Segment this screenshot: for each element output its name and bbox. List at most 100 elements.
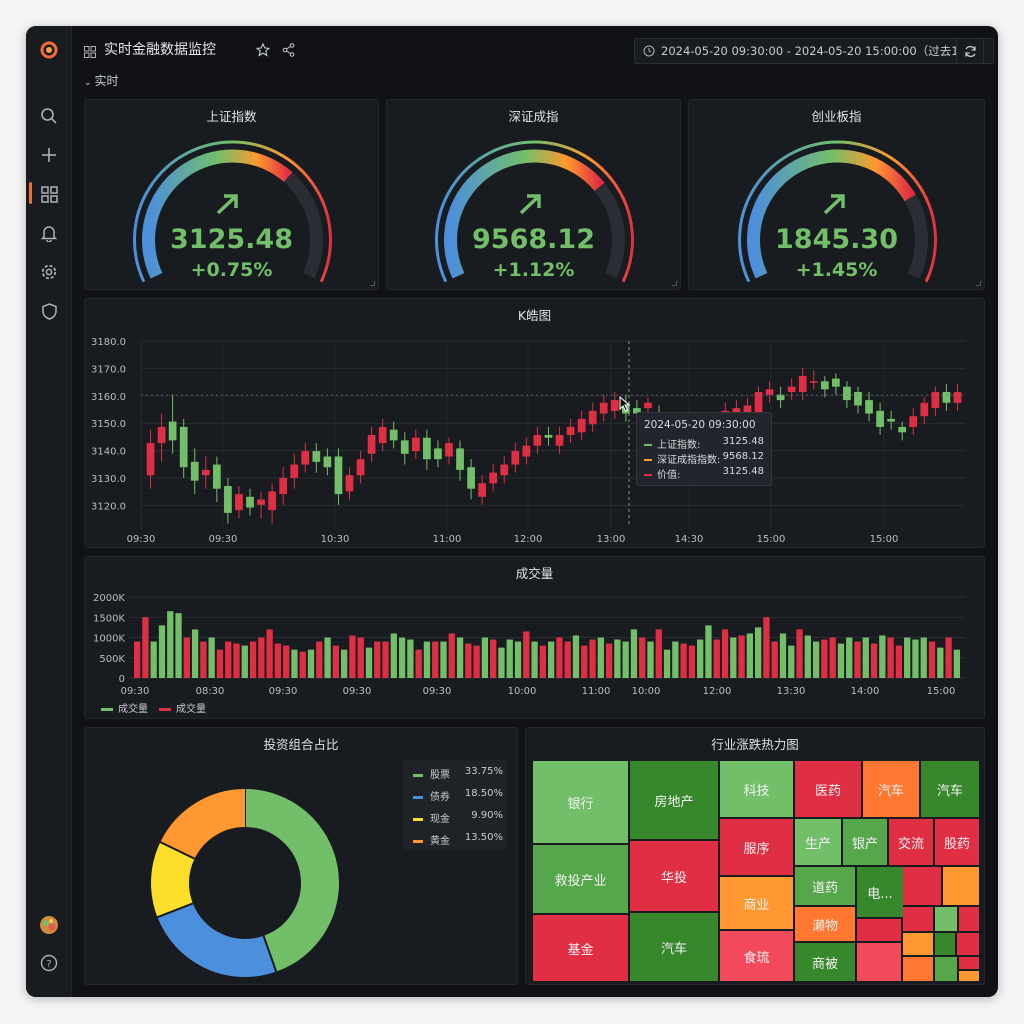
legend-item[interactable]: 成交量 (101, 700, 148, 715)
gauge-panel-chinext[interactable]: 创业板指 1845.30 +1.45% (688, 99, 985, 290)
heatmap-cell[interactable] (957, 933, 979, 955)
bell-icon[interactable] (37, 221, 61, 245)
gauge-change: +1.12% (492, 259, 575, 281)
heatmap-cell[interactable]: 房地产 (630, 761, 718, 839)
gauge-threshold-arc (738, 140, 937, 283)
heatmap-cell[interactable] (959, 957, 979, 969)
gear-icon[interactable] (37, 260, 61, 284)
candle-body (423, 437, 431, 460)
heatmap-cell[interactable]: 救投产业 (533, 845, 628, 913)
donut-slice[interactable] (244, 789, 339, 972)
heatmap-cell[interactable] (935, 933, 955, 955)
heatmap-cell[interactable]: 商业 (720, 877, 793, 929)
donut-slice[interactable] (151, 842, 195, 918)
volume-bar (324, 637, 331, 678)
plus-icon[interactable] (37, 143, 61, 167)
donut-slice[interactable] (160, 789, 246, 860)
heatmap-cell[interactable]: 生产 (795, 819, 841, 865)
heatmap-cell[interactable] (903, 907, 933, 931)
row-header-realtime[interactable]: ⌄ 实时 (84, 72, 119, 89)
heatmap-cell[interactable] (943, 867, 979, 905)
candlestick-chart[interactable]: 3180.0 3170.0 3160.0 3150.0 3140.0 3130.0 3120… (85, 299, 986, 549)
heatmap-cell[interactable] (935, 907, 957, 931)
candle-body (787, 386, 796, 393)
dashboard-title[interactable]: 实时金融数据监控 (104, 42, 216, 58)
help-icon[interactable]: ? (37, 951, 61, 975)
heatmap-cell[interactable] (903, 957, 933, 981)
volume-bar (407, 639, 414, 678)
portfolio-pie-panel[interactable]: 投资组合占比 股票 33.75% 债券 18.50% 现金 9.90% 黄金 13.50… (84, 727, 518, 985)
resize-handle[interactable] (370, 281, 375, 286)
donut-chart[interactable] (85, 728, 519, 986)
candle-body (290, 464, 299, 478)
heatmap-cell[interactable] (935, 957, 957, 981)
resize-handle[interactable] (976, 281, 981, 286)
grafana-logo-icon[interactable] (37, 38, 61, 62)
heatmap-cell[interactable]: 股药 (935, 819, 979, 865)
candle-body (566, 426, 575, 435)
gauge-threshold-arc (133, 140, 332, 283)
legend-item[interactable]: 股票 33.75% (413, 766, 503, 781)
heatmap-cell[interactable] (959, 971, 979, 981)
candle-body (500, 464, 509, 476)
heatmap-cell[interactable]: 基金 (533, 915, 628, 981)
heatmap-cell[interactable]: 汽车 (863, 761, 919, 817)
y-tick-label: 2000K (93, 593, 125, 604)
heatmap-cell[interactable] (903, 867, 941, 905)
volume-panel[interactable]: 成交量 2000K 1500K 1000K 500K 0 09:30 08:30 09:30 0… (84, 556, 985, 719)
legend-item[interactable]: 黄金 13.50% (413, 832, 503, 847)
heatmap-cell[interactable]: 银行 (533, 761, 628, 843)
industry-heatmap-panel[interactable]: 行业涨跌热力图 银行 救投产业 基金 房地产 华投 汽车 科技 服序 商业 食琉 医药 汽车 汽车 生产银… (525, 727, 985, 985)
heatmap-cell[interactable]: 商被 (795, 943, 855, 981)
volume-bar (398, 637, 406, 678)
heatmap-cell[interactable]: 电... (857, 867, 903, 917)
refresh-button[interactable] (956, 38, 984, 64)
candle-body (279, 477, 288, 495)
candle-body (345, 475, 354, 492)
svg-text:?: ? (46, 959, 51, 970)
heatmap-cell[interactable]: 华投 (630, 841, 718, 911)
heatmap-cell[interactable]: 银产 (843, 819, 887, 865)
avatar[interactable] (37, 913, 61, 937)
gauge-chart (133, 140, 332, 283)
shield-icon[interactable] (37, 299, 61, 323)
legend-label: 股票 (430, 770, 450, 781)
kline-panel[interactable]: K皓图 3180.0 3170.0 3160.0 3150.0 3140.0 3130.0… (84, 298, 985, 548)
heatmap-cell[interactable] (903, 933, 933, 955)
heatmap-cell[interactable]: 道药 (795, 867, 855, 905)
resize-handle[interactable] (672, 281, 677, 286)
heatmap-cell[interactable] (959, 907, 979, 931)
heatmap-cell[interactable]: 汽车 (921, 761, 979, 817)
gauge-panel-szse[interactable]: 深证成指 9568.12 +1.12% (386, 99, 681, 290)
share-icon[interactable] (282, 42, 295, 61)
heatmap-cell[interactable]: 服序 (720, 819, 793, 875)
donut-slice[interactable] (157, 902, 277, 977)
volume-bar (746, 633, 754, 678)
heatmap-cell[interactable]: 科技 (720, 761, 793, 817)
volume-bar (382, 641, 389, 678)
legend-value: 13.50% (464, 832, 503, 843)
volume-bar (937, 647, 944, 678)
y-tick-label: 3180.0 (91, 337, 126, 348)
heatmap-cell[interactable]: 食琉 (720, 931, 793, 981)
heatmap-cell[interactable]: 濑物 (795, 907, 855, 941)
heatmap-cell[interactable]: 汽车 (630, 913, 718, 981)
heatmap-cell[interactable] (857, 943, 901, 981)
time-range-picker[interactable]: 2024-05-20 09:30:00 - 2024-05-20 15:00:0… (634, 38, 994, 64)
volume-bar (705, 625, 712, 678)
dashboards-icon[interactable] (37, 182, 61, 206)
search-icon[interactable] (37, 104, 61, 128)
x-tick-label: 09:30 (127, 534, 156, 545)
candle-body (931, 392, 940, 409)
gauge-panel-sse[interactable]: 上证指数 3125.48 +0.75% (84, 99, 379, 290)
legend-item[interactable]: 成交量 (159, 700, 206, 715)
heatmap-cell[interactable]: 交流 (889, 819, 933, 865)
heatmap-cell[interactable] (857, 919, 901, 941)
legend-item[interactable]: 债券 18.50% (413, 788, 503, 803)
legend-item[interactable]: 现金 9.90% (413, 810, 503, 825)
heatmap-cell[interactable]: 医药 (795, 761, 861, 817)
candle-body (633, 408, 641, 414)
star-icon[interactable] (255, 42, 271, 61)
volume-bar (945, 637, 952, 678)
